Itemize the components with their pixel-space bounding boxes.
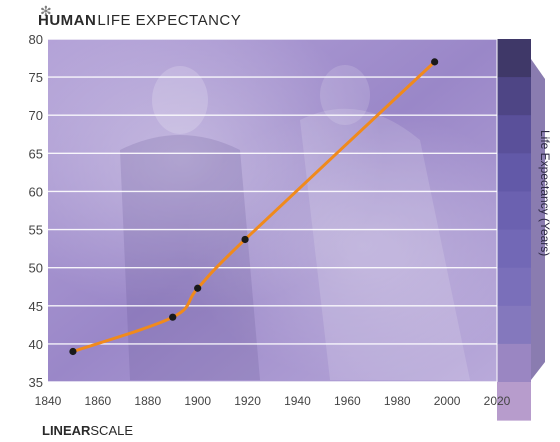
x-tick-label: 1840 <box>35 394 62 408</box>
scale-bar-segment <box>497 229 531 269</box>
title-rest: LIFE EXPECTANCY <box>97 11 242 29</box>
background-figure <box>152 66 208 134</box>
x-tick-label: 1980 <box>384 394 411 408</box>
scale-bar-segment <box>497 115 531 154</box>
data-point <box>241 235 249 244</box>
y-tick-label: 65 <box>29 146 43 161</box>
background-figure <box>300 108 470 380</box>
y-tick-label: 55 <box>29 223 43 238</box>
y-tick-label: 45 <box>29 299 43 314</box>
title-bold: HUMAN <box>38 11 97 29</box>
x-tick-label: 2000 <box>434 394 461 408</box>
data-point <box>431 58 439 66</box>
chart-title: HUMAN LIFE EXPECTANCY <box>38 10 241 30</box>
data-point <box>169 313 177 321</box>
scale-bar-segment <box>497 153 531 192</box>
background-highlight <box>48 39 497 382</box>
scale-bar-segment <box>497 77 531 116</box>
scale-label: LINEARSCALE <box>42 422 133 440</box>
y-tick-label: 80 <box>29 32 43 47</box>
x-tick-label: 1880 <box>134 394 161 408</box>
y-tick-label: 75 <box>29 70 43 85</box>
scale-bar-segment <box>497 191 531 231</box>
background-figure <box>320 65 370 125</box>
y-axis-label: Life Expectancy (Years) <box>538 130 552 256</box>
scale-label-rest: SCALE <box>90 423 134 438</box>
x-tick-label: 2020 <box>484 394 511 408</box>
series-line <box>71 60 437 354</box>
y-tick-label: 70 <box>29 108 43 123</box>
scale-bar-segment <box>497 382 531 421</box>
y-tick-label: 40 <box>29 337 43 352</box>
scale-bar-segment <box>497 305 531 345</box>
scale-bar-segment <box>497 343 531 383</box>
scale-bar-tab <box>531 59 545 380</box>
y-tick-label: 50 <box>29 261 43 276</box>
y-tick-label: 35 <box>29 375 43 390</box>
data-point <box>69 347 77 356</box>
data-point <box>194 284 202 292</box>
scale-bar-segment <box>497 267 531 307</box>
x-tick-label: 1960 <box>334 394 361 408</box>
scale-label-bold: LINEAR <box>42 423 91 438</box>
scale-bar-segment <box>497 39 531 78</box>
x-tick-label: 1860 <box>85 394 112 408</box>
asterisk-icon: ✻ <box>40 3 52 19</box>
x-tick-label: 1900 <box>184 394 211 408</box>
y-tick-label: 60 <box>29 184 43 199</box>
x-tick-label: 1920 <box>234 394 261 408</box>
x-tick-label: 1940 <box>284 394 311 408</box>
background-figure <box>120 135 260 380</box>
